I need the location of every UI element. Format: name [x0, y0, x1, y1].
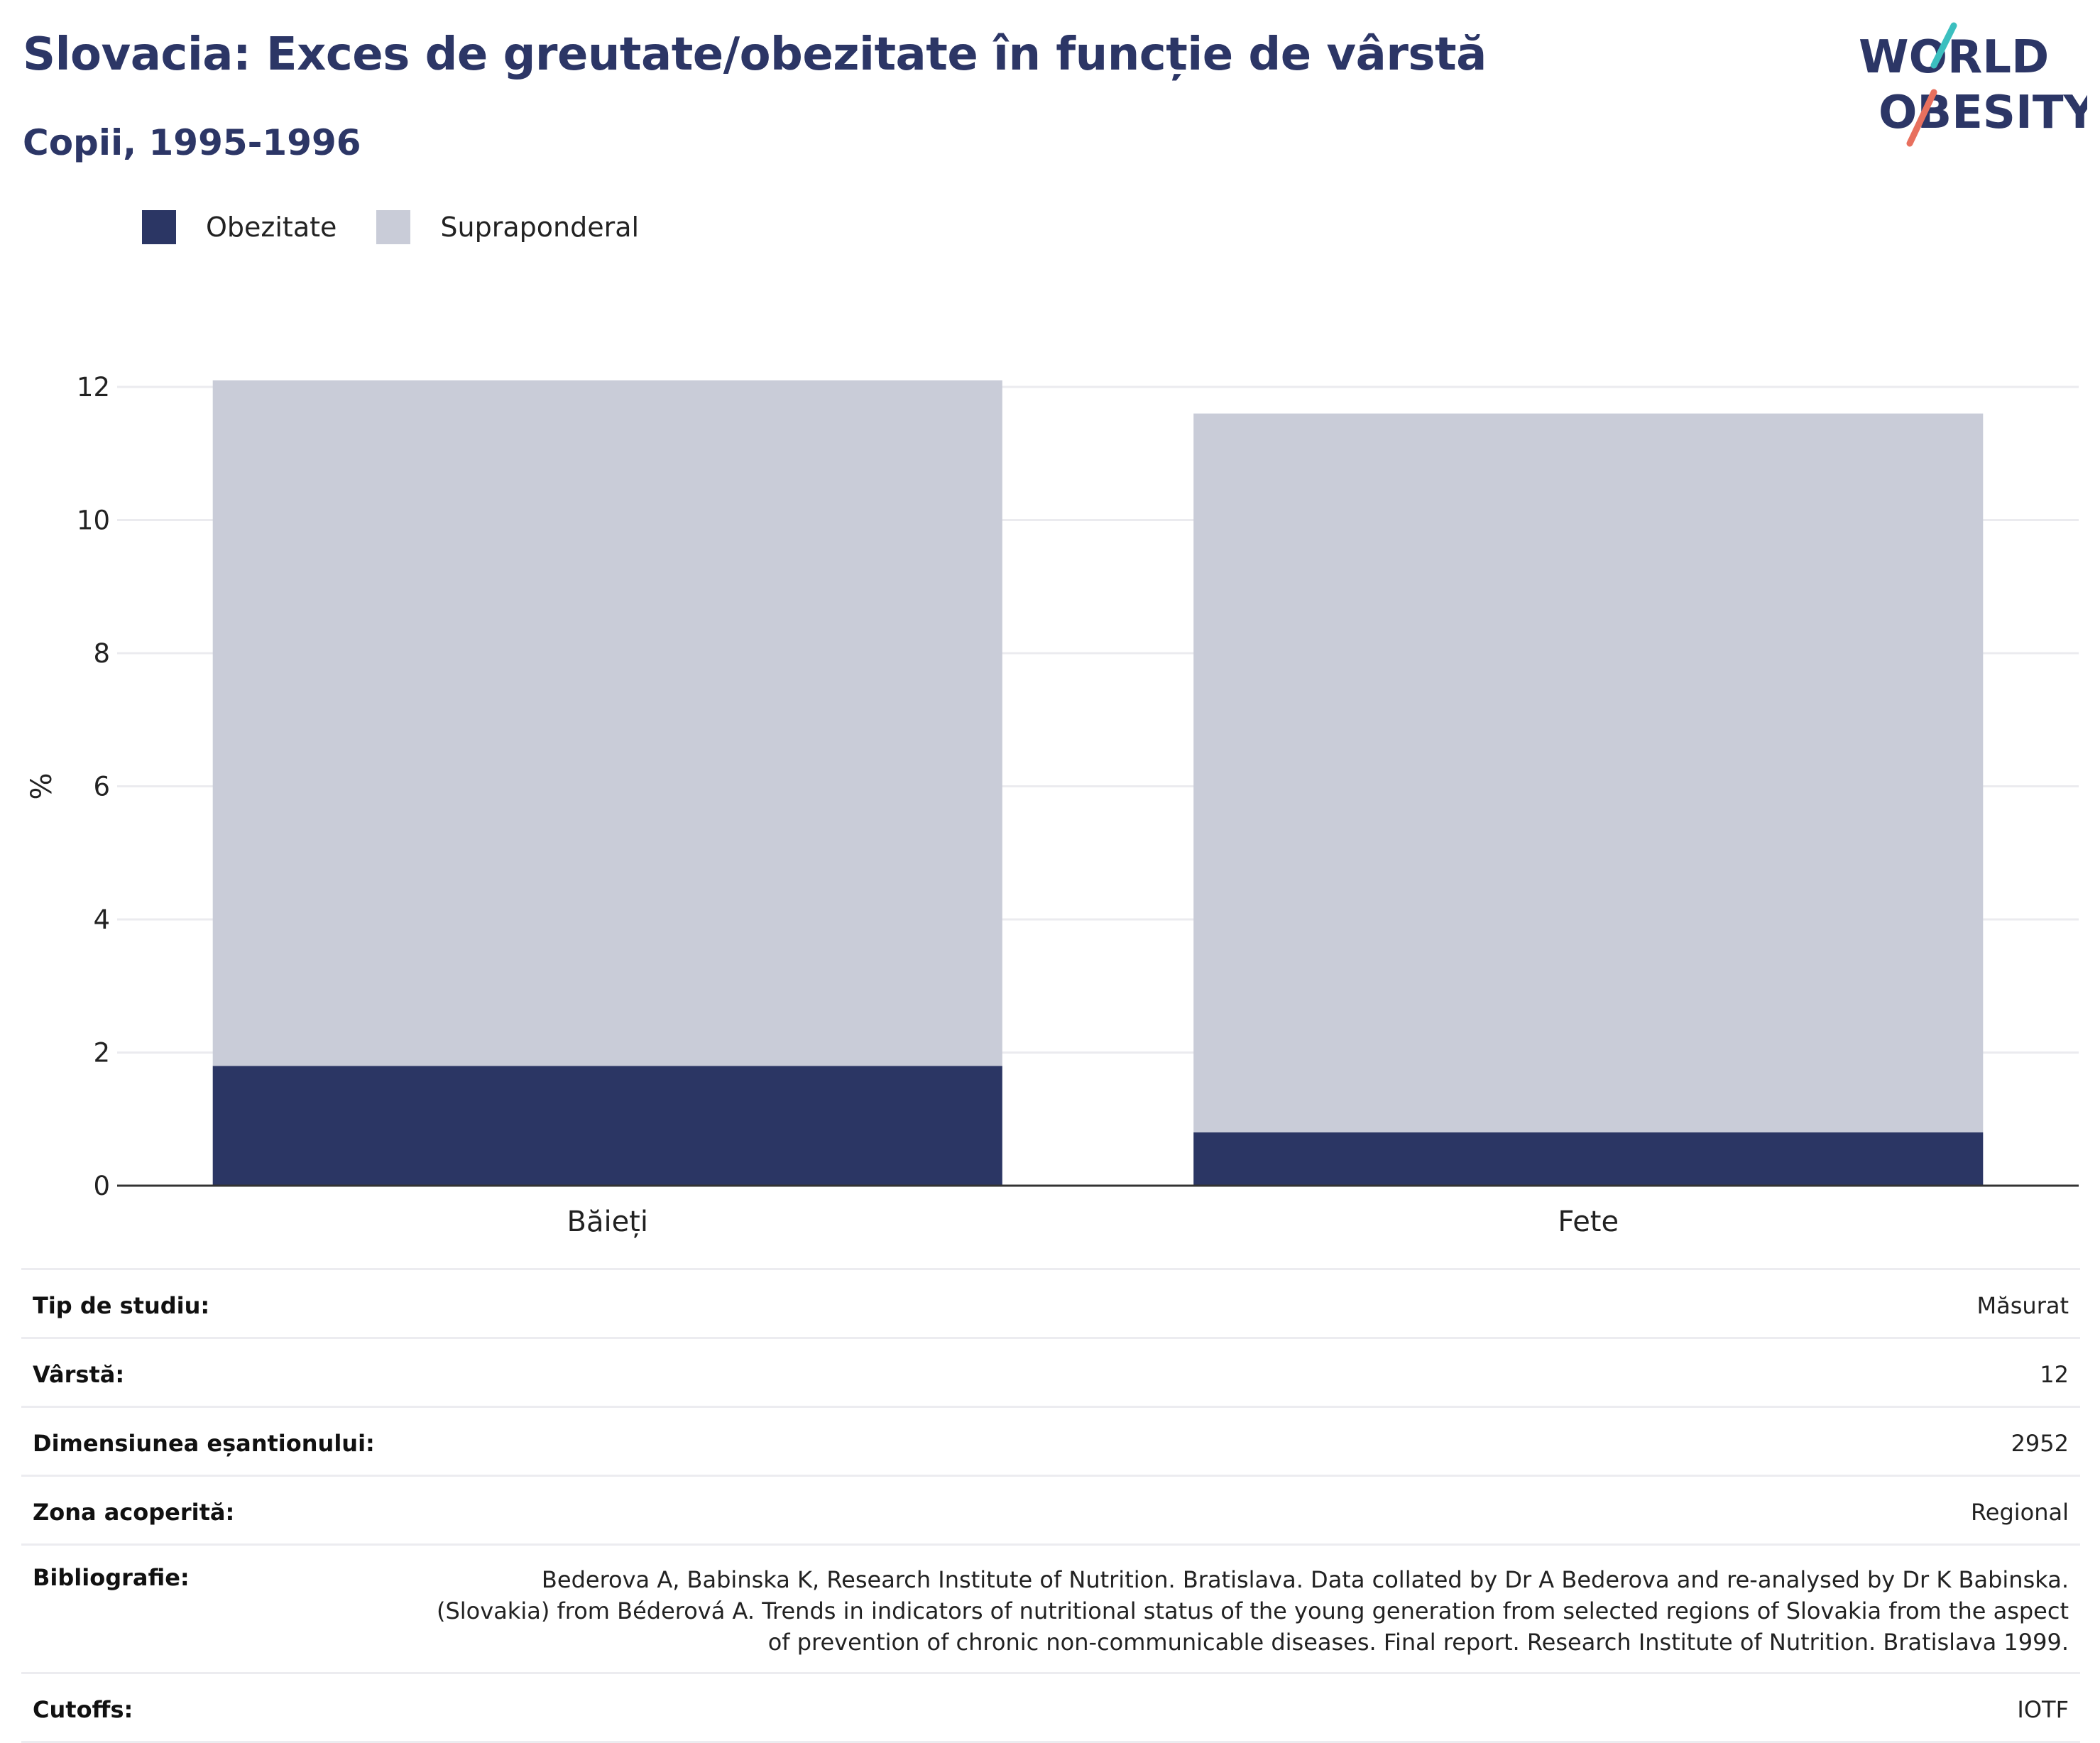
meta-row-tip-studiu: Tip de studiu: Măsurat [21, 1268, 2080, 1337]
world-obesity-logo: WORLD OBESITY [1859, 22, 2087, 147]
logo-word-obesity: OBESITY [1878, 87, 2087, 139]
y-tick-label: 12 [77, 372, 110, 403]
meta-value: IOTF [2017, 1696, 2069, 1723]
meta-row-dimensiune-esantion: Dimensiunea eșantionului: 2952 [21, 1406, 2080, 1475]
meta-value: 12 [2040, 1361, 2069, 1388]
meta-row-varsta: Vârstă: 12 [21, 1337, 2080, 1406]
meta-row-cutoffs: Cutoffs: IOTF [21, 1672, 2080, 1743]
x-tick-label: Băieți [567, 1206, 648, 1238]
study-details-table: Tip de studiu: Măsurat Vârstă: 12 Dimens… [21, 1268, 2080, 1743]
logo-slash-teal [1930, 22, 1957, 69]
meta-value: Regional [1970, 1499, 2069, 1526]
bar-supraponderal-baieti [212, 380, 1002, 1066]
meta-label: Dimensiunea eșantionului: [33, 1430, 375, 1457]
y-tick-label: 8 [93, 638, 110, 669]
legend-label-supraponderal: Supraponderal [440, 212, 640, 243]
bar-obezitate-fete [1193, 1132, 1984, 1186]
logo-slash-coral [1906, 89, 1937, 147]
meta-label: Zona acoperită: [33, 1499, 235, 1526]
x-tick-label: Fete [1558, 1206, 1619, 1238]
meta-value: Măsurat [1976, 1292, 2069, 1319]
bar-obezitate-baieti [212, 1066, 1002, 1186]
legend-swatch-obezitate [142, 210, 176, 244]
meta-value: Bederova A, Babinska K, Research Institu… [436, 1566, 2069, 1656]
y-tick-label: 6 [93, 772, 110, 802]
legend-item-obezitate[interactable]: Obezitate [142, 210, 337, 244]
chart-legend: Obezitate Supraponderal [142, 210, 679, 244]
logo-word-world: WORLD [1859, 31, 2049, 84]
stacked-bar-chart: 0 2 4 6 8 10 12% Băieți Fete [26, 372, 2079, 1238]
meta-label: Bibliografie: [33, 1564, 190, 1591]
bar-supraponderal-fete [1193, 413, 1984, 1132]
meta-value: 2952 [2011, 1430, 2069, 1457]
y-tick-label: 4 [93, 905, 110, 935]
y-tick-label: 0 [93, 1171, 110, 1201]
chart-subtitle: Copii, 1995-1996 [23, 122, 361, 163]
meta-label: Cutoffs: [33, 1696, 133, 1723]
meta-row-bibliografie: Bibliografie: Bederova A, Babinska K, Re… [21, 1543, 2080, 1672]
chart-title: Slovacia: Exces de greutate/obezitate în… [23, 28, 1487, 81]
meta-label: Vârstă: [33, 1361, 125, 1388]
meta-row-zona-acoperita: Zona acoperită: Regional [21, 1475, 2080, 1543]
legend-item-supraponderal[interactable]: Supraponderal [376, 210, 639, 244]
y-axis-title: % [26, 772, 58, 799]
legend-label-obezitate: Obezitate [206, 212, 337, 243]
y-tick-label: 10 [77, 506, 110, 536]
y-tick-label: 2 [93, 1038, 110, 1069]
legend-swatch-supraponderal [376, 210, 411, 244]
meta-label: Tip de studiu: [33, 1292, 210, 1319]
